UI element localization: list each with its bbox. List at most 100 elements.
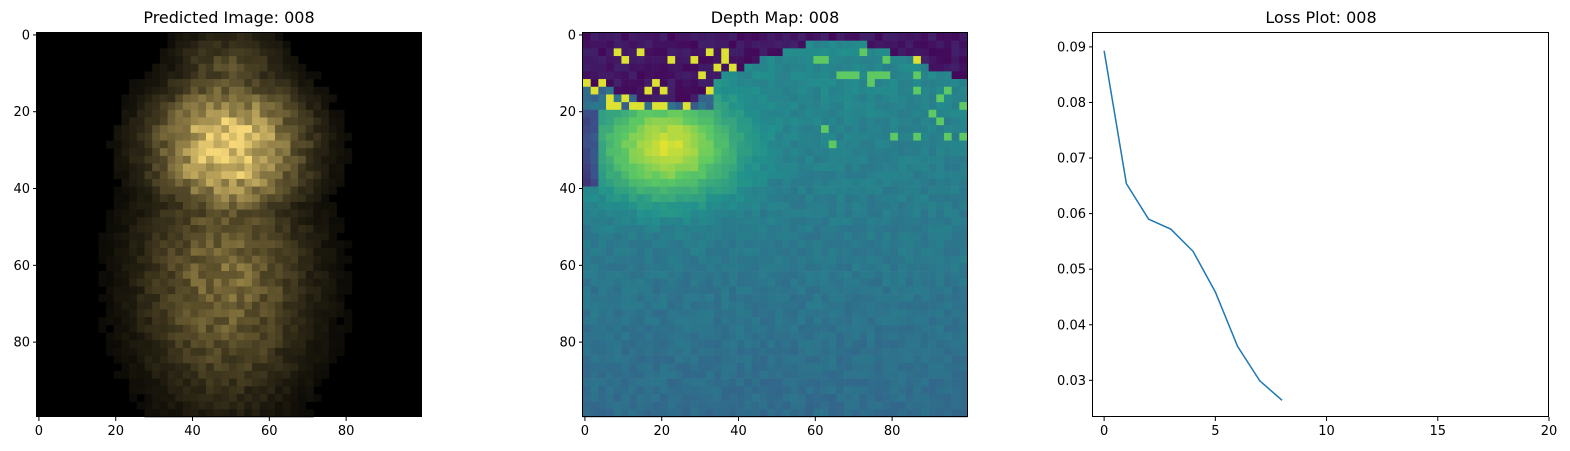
- depth-pixel: [882, 401, 891, 410]
- depth-pixel: [621, 140, 630, 149]
- depth-pixel: [782, 132, 791, 141]
- image-pixel: [129, 117, 138, 126]
- image-pixel: [167, 109, 176, 118]
- image-pixel: [190, 79, 199, 88]
- image-pixel: [298, 248, 307, 257]
- image-pixel: [328, 340, 337, 349]
- image-pixel: [282, 117, 291, 126]
- depth-pixel: [936, 148, 945, 157]
- image-pixel: [205, 324, 214, 333]
- image-pixel: [152, 347, 161, 356]
- depth-pixel: [782, 225, 791, 233]
- image-pixel: [267, 263, 276, 272]
- depth-pixel: [890, 225, 899, 233]
- depth-pixel: [583, 194, 591, 203]
- depth-map-frame: [582, 32, 968, 417]
- depth-pixel: [705, 94, 714, 103]
- image-pixel: [113, 294, 122, 303]
- depth-pixel: [721, 286, 730, 295]
- depth-pixel: [705, 401, 714, 410]
- depth-pixel: [613, 33, 622, 41]
- depth-pixel: [659, 125, 668, 134]
- depth-pixel: [790, 201, 799, 210]
- depth-pixel: [928, 317, 937, 326]
- depth-pixel: [767, 71, 776, 80]
- x-tick-label: 10: [1318, 424, 1335, 439]
- depth-pixel: [813, 140, 822, 149]
- depth-pixel: [713, 63, 722, 72]
- depth-pixel: [675, 163, 684, 172]
- depth-pixel: [698, 148, 707, 157]
- image-pixel: [229, 209, 237, 218]
- depth-pixel: [905, 86, 914, 95]
- depth-pixel: [936, 40, 945, 49]
- image-pixel: [244, 278, 253, 287]
- depth-pixel: [874, 301, 883, 310]
- image-pixel: [152, 148, 161, 157]
- image-pixel: [305, 317, 314, 326]
- depth-pixel: [644, 401, 653, 410]
- depth-pixel: [813, 286, 822, 295]
- image-pixel: [290, 171, 299, 180]
- depth-pixel: [606, 271, 615, 280]
- depth-pixel: [836, 163, 845, 172]
- depth-pixel: [667, 209, 676, 218]
- image-pixel: [182, 209, 191, 218]
- depth-pixel: [905, 286, 914, 295]
- depth-pixel: [775, 217, 783, 226]
- depth-pixel: [775, 363, 783, 372]
- depth-pixel: [621, 263, 630, 272]
- depth-pixel: [682, 409, 691, 418]
- depth-pixel: [805, 163, 814, 172]
- image-pixel: [159, 48, 168, 57]
- image-pixel: [275, 240, 284, 249]
- image-pixel: [144, 255, 153, 264]
- image-pixel: [175, 102, 184, 111]
- depth-pixel: [928, 48, 937, 57]
- image-pixel: [205, 94, 214, 103]
- depth-pixel: [867, 263, 876, 272]
- image-pixel: [213, 317, 222, 326]
- depth-pixel: [928, 363, 937, 372]
- depth-pixel: [890, 56, 899, 65]
- depth-pixel: [652, 155, 661, 164]
- image-pixel: [236, 278, 245, 287]
- depth-pixel: [821, 363, 830, 372]
- depth-pixel: [859, 324, 868, 333]
- image-pixel: [152, 278, 161, 287]
- image-pixel: [113, 232, 122, 241]
- image-pixel: [252, 94, 261, 103]
- depth-pixel: [736, 324, 745, 333]
- depth-pixel: [682, 178, 691, 187]
- depth-pixel: [859, 271, 868, 280]
- depth-pixel: [920, 79, 929, 88]
- image-pixel: [159, 155, 168, 164]
- depth-pixel: [851, 225, 860, 233]
- depth-pixel: [782, 255, 791, 264]
- depth-pixel: [583, 332, 591, 341]
- image-pixel: [236, 140, 245, 149]
- depth-pixel: [882, 171, 891, 180]
- image-pixel: [321, 117, 330, 126]
- depth-pixel: [728, 409, 737, 418]
- depth-pixel: [590, 217, 599, 226]
- depth-pixel: [959, 225, 968, 233]
- image-pixel: [221, 370, 230, 379]
- depth-pixel: [798, 201, 807, 210]
- depth-pixel: [682, 309, 691, 318]
- depth-pixel: [583, 94, 591, 103]
- depth-pixel: [951, 201, 960, 210]
- depth-pixel: [782, 370, 791, 379]
- image-pixel: [190, 370, 199, 379]
- depth-pixel: [644, 71, 653, 80]
- depth-pixel: [867, 109, 876, 118]
- image-pixel: [305, 79, 314, 88]
- image-pixel: [198, 209, 207, 218]
- depth-pixel: [844, 401, 853, 410]
- depth-pixel: [698, 125, 707, 134]
- image-pixel: [229, 286, 237, 295]
- depth-pixel: [751, 140, 760, 149]
- image-pixel: [244, 225, 253, 233]
- y-tick-label: 20: [559, 105, 576, 120]
